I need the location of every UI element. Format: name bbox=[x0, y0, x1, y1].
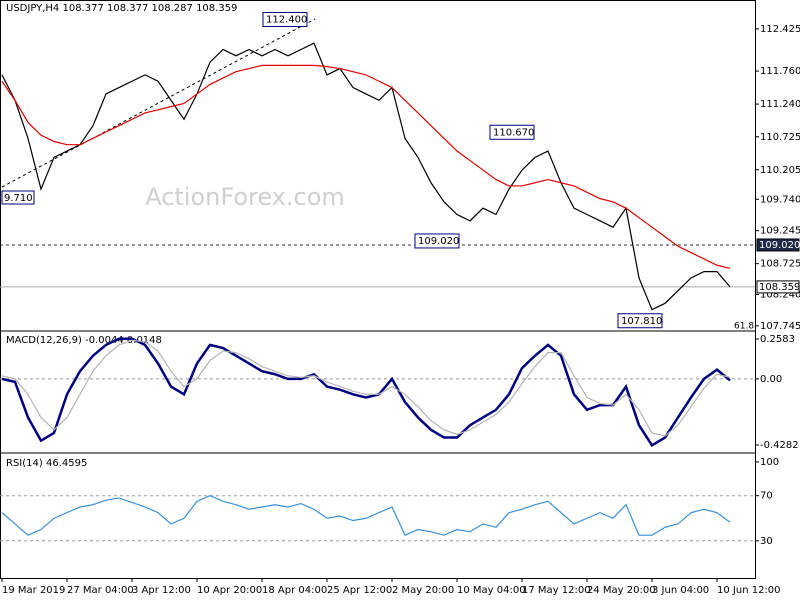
y-tick-label: 111.240 bbox=[760, 99, 800, 110]
series-line bbox=[1, 495, 731, 536]
note-box bbox=[1, 190, 35, 205]
y-tick-label: 109.245 bbox=[760, 226, 800, 237]
x-tick-label: 3 Apr 12:00 bbox=[132, 585, 191, 596]
price-label: 108.359 bbox=[759, 282, 800, 293]
annotation-box bbox=[617, 313, 663, 329]
y-tick-label: 30 bbox=[760, 536, 773, 547]
y-tick-label: 0.00 bbox=[760, 374, 782, 385]
y-tick-label: 100 bbox=[760, 457, 779, 468]
note: 9.710 bbox=[4, 193, 33, 204]
y-tick-label: 110.725 bbox=[760, 132, 800, 143]
annotation-box bbox=[489, 124, 535, 140]
x-tick-label: 18 Apr 04:00 bbox=[262, 585, 327, 596]
y-tick-label: 109.740 bbox=[760, 194, 800, 205]
rsi-title: RSI(14) 46.4595 bbox=[6, 458, 87, 469]
y-tick-label: 70 bbox=[760, 491, 773, 502]
y-tick-label: 110.205 bbox=[760, 165, 800, 176]
chart-title: USDJPY,H4 108.377 108.377 108.287 108.35… bbox=[6, 3, 237, 14]
x-tick-label: 3 Jun 04:00 bbox=[652, 585, 709, 596]
price-box bbox=[756, 280, 800, 294]
note: 61.8 bbox=[734, 322, 754, 332]
x-tick-label: 17 May 12:00 bbox=[522, 585, 591, 596]
x-tick-label: 19 Mar 2019 bbox=[2, 585, 65, 596]
x-tick-label: 2 May 20:00 bbox=[392, 585, 454, 596]
price-box bbox=[756, 238, 800, 252]
x-tick-label: 27 Mar 04:00 bbox=[67, 585, 134, 596]
x-tick-label: 25 Apr 12:00 bbox=[327, 585, 392, 596]
watermark: ActionForex.com bbox=[145, 183, 345, 211]
annotation-box bbox=[262, 11, 308, 27]
annotation-label: 110.670 bbox=[493, 127, 534, 138]
plot-frame bbox=[0, 0, 756, 579]
series-line bbox=[1, 42, 731, 311]
trend-line bbox=[1, 18, 316, 188]
y-tick-label: 108.725 bbox=[760, 259, 800, 270]
annotation-box bbox=[414, 233, 460, 249]
annotation-label: 112.400 bbox=[266, 14, 307, 25]
y-tick-label: -0.4282 bbox=[760, 440, 799, 451]
series-line bbox=[1, 339, 731, 437]
y-tick-label: 108.240 bbox=[760, 289, 800, 300]
x-tick-label: 24 May 20:00 bbox=[587, 585, 656, 596]
x-tick-label: 10 Jun 12:00 bbox=[717, 585, 781, 596]
y-tick-label: 107.745 bbox=[760, 321, 800, 332]
y-tick-label: 111.760 bbox=[760, 66, 800, 77]
series-line bbox=[1, 64, 731, 270]
price-label: 109.020 bbox=[759, 240, 800, 251]
x-tick-label: 10 May 04:00 bbox=[457, 585, 526, 596]
annotation-label: 107.810 bbox=[621, 316, 662, 327]
y-tick-label: 112.425 bbox=[760, 24, 800, 35]
x-tick-label: 10 Apr 20:00 bbox=[197, 585, 262, 596]
y-tick-label: 0.2583 bbox=[760, 334, 795, 345]
macd-title: MACD(12,26,9) -0.0044 0.0148 bbox=[6, 335, 162, 346]
annotation-label: 109.020 bbox=[418, 236, 459, 247]
